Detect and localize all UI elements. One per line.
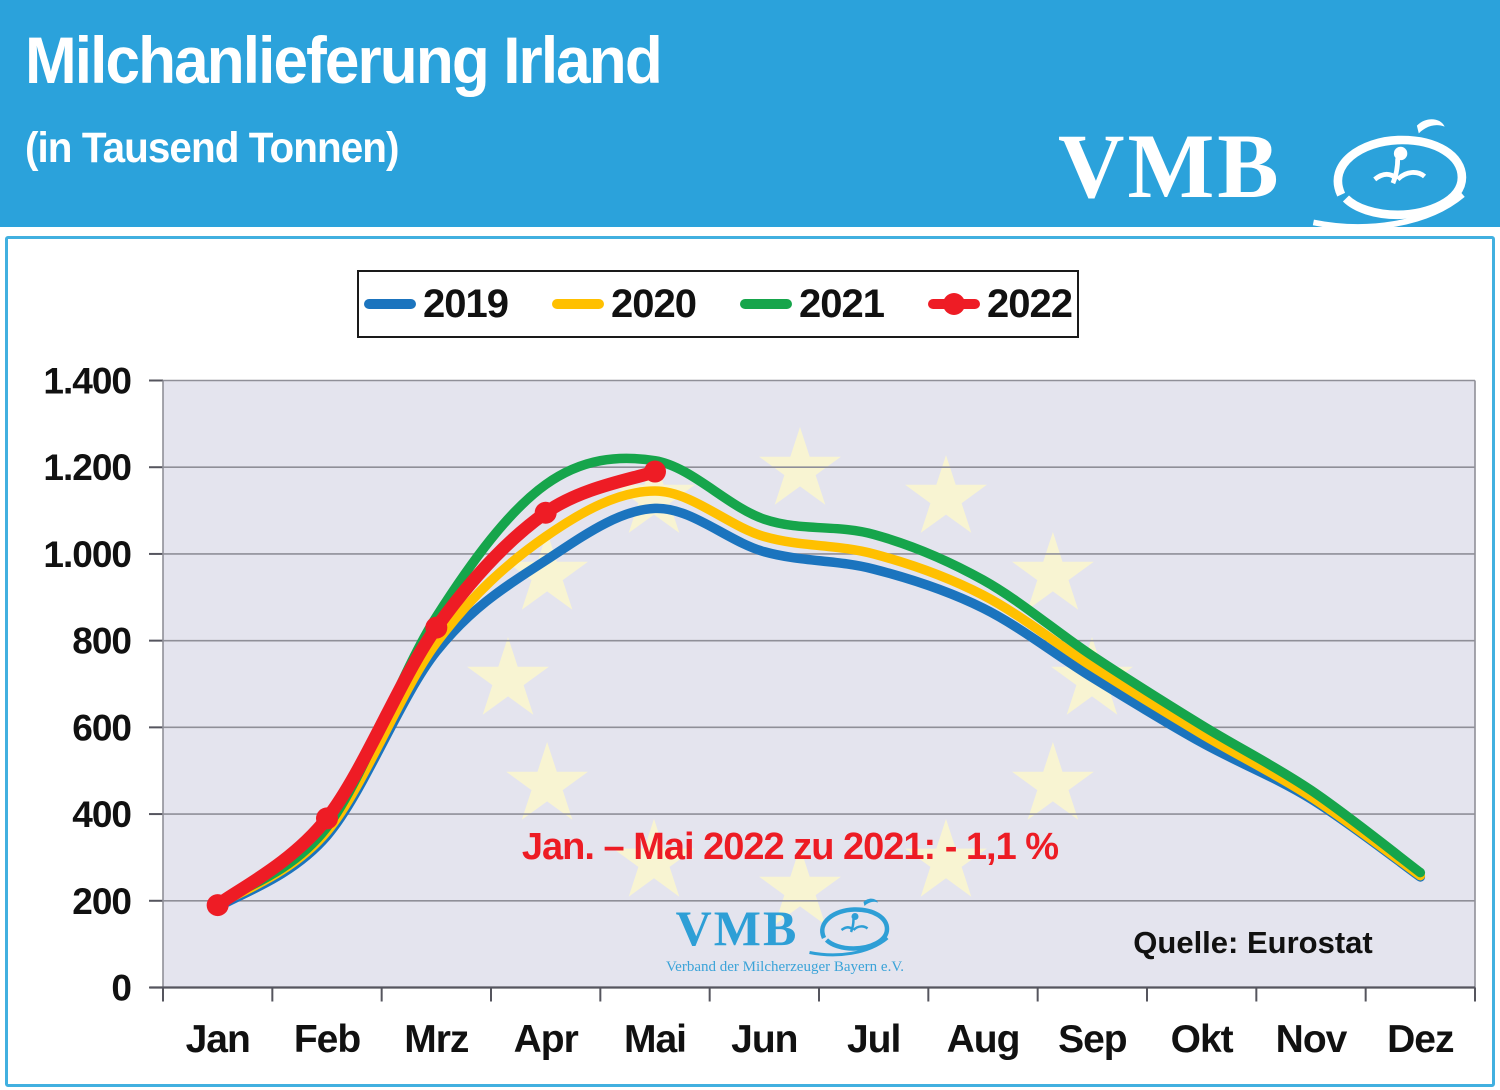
watermark-org-name: Verband der Milcherzeuger Bayern e.V. [666,959,904,975]
vmb-logo-text: VMB [1058,115,1282,217]
legend-swatch-2019 [364,299,417,309]
eu-star-icon [905,455,987,533]
vmb-logo: VMB [1058,116,1478,226]
eu-star-icon [613,818,695,897]
y-axis-label: 1.400 [43,361,131,402]
eu-star-icon [506,532,588,610]
x-axis-label: Jul [847,1018,900,1061]
x-axis-label: Jan [186,1018,250,1061]
legend-label-2021: 2021 [799,281,885,326]
eu-star-icon [759,847,841,925]
x-axis-label: Nov [1276,1018,1348,1061]
series-marker-2022 [534,501,557,524]
legend-swatch-2020 [552,299,605,309]
legend-label-2022: 2022 [986,281,1073,326]
x-axis-label: Okt [1171,1018,1234,1061]
eu-star-icon [1012,532,1094,610]
x-axis-label: Jun [731,1018,797,1061]
source-label: Quelle: Eurostat [1133,925,1373,960]
series-marker-2022 [206,894,229,917]
legend-swatch-2022 [927,293,980,315]
header-banner: Milchanlieferung Irland (in Tausend Tonn… [0,0,1500,227]
y-axis-label: 600 [72,707,131,748]
legend-swatch-2021 [740,299,792,309]
x-axis-label: Apr [514,1018,579,1061]
x-axis-label: Mai [624,1018,686,1061]
series-line-2020 [212,486,1426,910]
legend-item-2022: 2022 [927,281,1073,327]
annotation-text: Jan. – Mai 2022 zu 2021: - 1,1 % [521,826,1059,868]
x-axis-label: Mrz [404,1018,469,1061]
x-axis-label: Feb [294,1018,361,1061]
y-axis-label: 400 [72,794,131,835]
vmb-watermark: VMB Verband der Milcherzeuger Bayern e.V… [655,898,915,976]
page-subtitle: (in Tausend Tonnen) [25,124,400,172]
x-axis-label: Sep [1058,1018,1127,1061]
watermark-logo-text: VMB [675,900,799,956]
y-axis-label: 0 [111,968,131,1009]
legend-item-2021: 2021 [740,281,885,327]
y-axis-label: 800 [72,621,131,662]
eu-star-icon [467,637,549,715]
watermark-swirl-icon [806,898,894,958]
legend-item-2019: 2019 [364,281,509,327]
legend-item-2020: 2020 [552,281,697,327]
y-axis-label: 1.000 [43,534,131,575]
x-axis-label: Dez [1387,1018,1454,1061]
eu-star-icon [759,427,841,505]
eu-star-icon [506,742,588,820]
series-marker-2022 [644,460,666,483]
series-marker-2022 [425,616,448,639]
legend-label-2019: 2019 [423,281,509,326]
y-axis-label: 200 [72,881,131,922]
chart-legend: 2019 2020 2021 2022 [357,270,1079,338]
y-axis-label: 1.200 [43,447,131,488]
legend-marker-dot [942,293,965,315]
x-axis-label: Aug [947,1018,1020,1061]
series-marker-2022 [316,807,338,830]
legend-label-2020: 2020 [611,281,697,326]
eu-star-icon [905,818,987,897]
eu-star-icon [1012,742,1094,820]
page-title: Milchanlieferung Irland [25,23,663,97]
